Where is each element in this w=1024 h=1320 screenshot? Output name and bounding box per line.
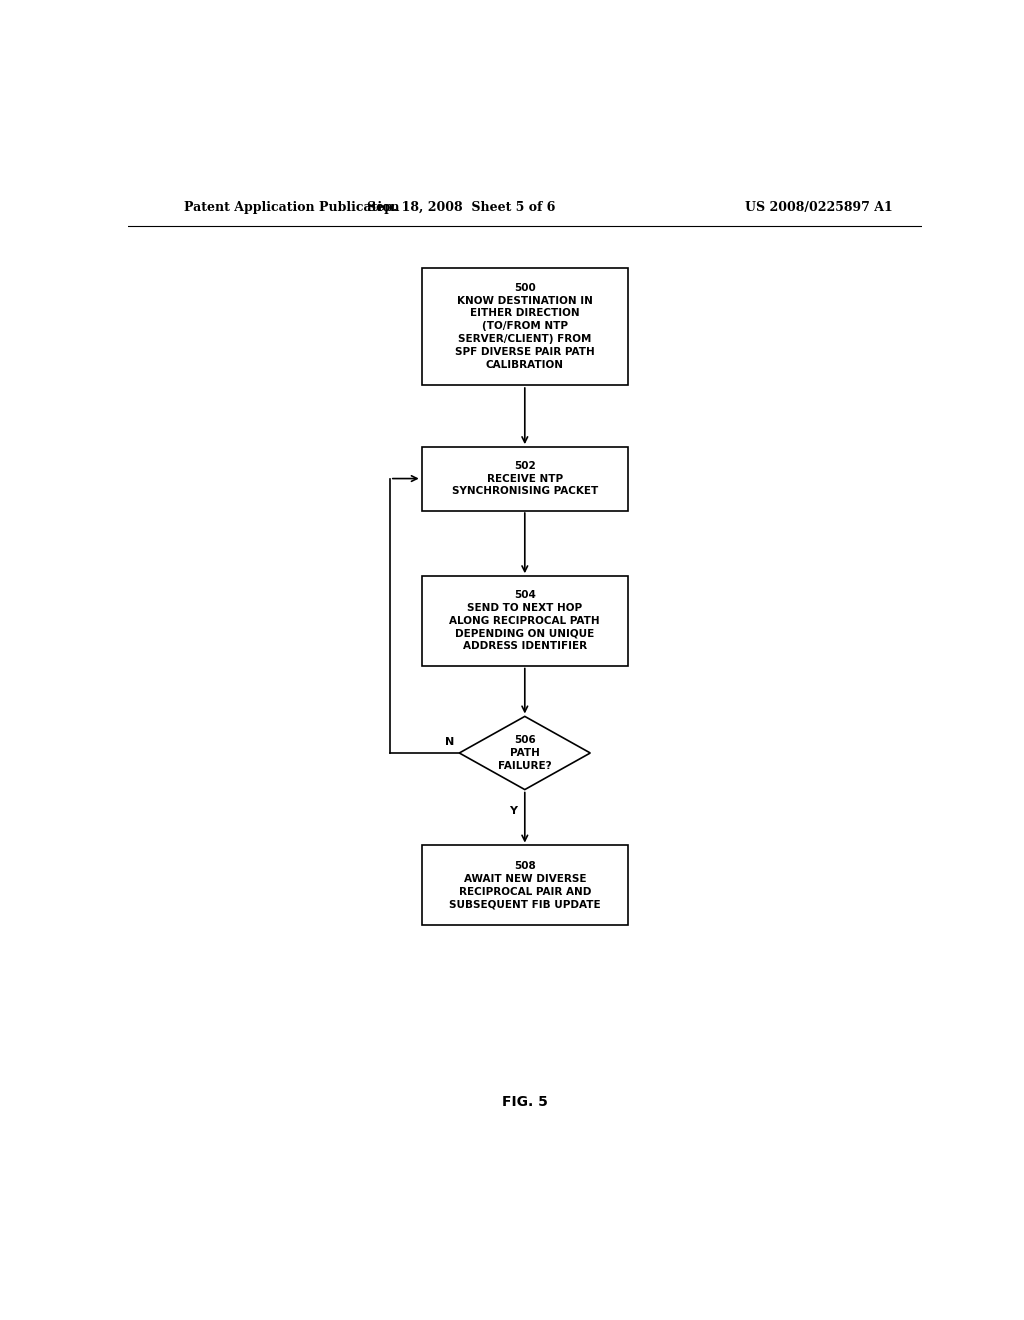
Text: US 2008/0225897 A1: US 2008/0225897 A1 xyxy=(744,201,892,214)
Text: Y: Y xyxy=(509,807,517,816)
Text: 502
RECEIVE NTP
SYNCHRONISING PACKET: 502 RECEIVE NTP SYNCHRONISING PACKET xyxy=(452,461,598,496)
Polygon shape xyxy=(460,717,590,789)
Text: 504
SEND TO NEXT HOP
ALONG RECIPROCAL PATH
DEPENDING ON UNIQUE
ADDRESS IDENTIFIE: 504 SEND TO NEXT HOP ALONG RECIPROCAL PA… xyxy=(450,590,600,652)
FancyBboxPatch shape xyxy=(422,846,628,925)
Text: Sep. 18, 2008  Sheet 5 of 6: Sep. 18, 2008 Sheet 5 of 6 xyxy=(368,201,555,214)
Text: 506
PATH
FAILURE?: 506 PATH FAILURE? xyxy=(498,735,552,771)
FancyBboxPatch shape xyxy=(422,446,628,511)
Text: FIG. 5: FIG. 5 xyxy=(502,1094,548,1109)
Text: Patent Application Publication: Patent Application Publication xyxy=(183,201,399,214)
FancyBboxPatch shape xyxy=(422,576,628,665)
FancyBboxPatch shape xyxy=(422,268,628,384)
Text: N: N xyxy=(444,737,454,747)
Text: 508
AWAIT NEW DIVERSE
RECIPROCAL PAIR AND
SUBSEQUENT FIB UPDATE: 508 AWAIT NEW DIVERSE RECIPROCAL PAIR AN… xyxy=(449,861,601,909)
Text: 500
KNOW DESTINATION IN
EITHER DIRECTION
(TO/FROM NTP
SERVER/CLIENT) FROM
SPF DI: 500 KNOW DESTINATION IN EITHER DIRECTION… xyxy=(455,282,595,370)
